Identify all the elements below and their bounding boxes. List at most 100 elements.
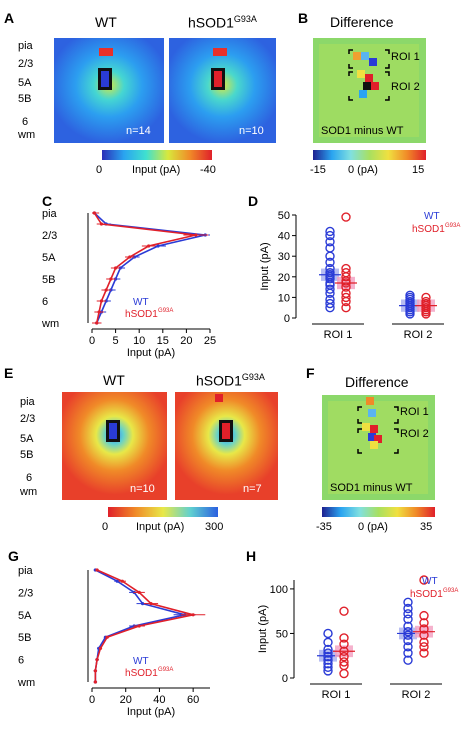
data-point [109, 277, 113, 281]
data-point [339, 651, 349, 662]
panel-label-h: H [246, 548, 257, 564]
legend-mut-sup: G93A [445, 223, 460, 229]
data-point [104, 288, 108, 292]
group-label: ROI 1 [324, 329, 353, 341]
data-point [341, 263, 351, 274]
panel-a-wt-heatmap: n=14 [54, 38, 164, 143]
panel-e-mut-n: n=7 [243, 483, 262, 495]
panel-e-wt-n: n=10 [130, 483, 155, 495]
data-point [114, 266, 118, 270]
data-point [403, 609, 413, 619]
data-point [339, 633, 349, 643]
legend-wt: WT [133, 297, 149, 308]
layer-label: 6 [22, 116, 29, 128]
data-point [325, 243, 335, 253]
layer-label: wm [18, 129, 36, 141]
panel-a-mut-title: hSOD1G93A [188, 14, 257, 31]
data-point [325, 294, 335, 305]
panel-label-a: A [4, 10, 15, 26]
data-point [339, 606, 349, 616]
y-axis-label: Input (pA) [259, 242, 271, 290]
x-tick-label: 15 [157, 335, 169, 347]
data-point [339, 657, 349, 667]
colorbar-max: 300 [205, 521, 224, 533]
panel-b-caption: SOD1 minus WT [321, 125, 404, 137]
colorbar-min: 0 [102, 521, 109, 533]
legend-mut-sup: G93A [158, 308, 173, 314]
data-point [339, 660, 349, 671]
panel-a-mut-n: n=10 [239, 125, 264, 137]
panel-label-g: G [8, 548, 19, 564]
data-point [405, 290, 415, 301]
data-point [323, 637, 333, 648]
panel-e-colorbar [108, 507, 218, 517]
data-point [341, 288, 351, 298]
data-point [323, 648, 333, 658]
data-point [132, 255, 137, 259]
data-point [419, 575, 429, 585]
y-tick-label: 0 [282, 673, 288, 685]
data-point [323, 662, 333, 673]
group-label: ROI 2 [404, 329, 433, 341]
data-point [325, 263, 335, 274]
data-point [419, 618, 429, 628]
data-point [99, 299, 104, 303]
y-tick-label: 40 [278, 231, 290, 243]
y-tick-label: wm [41, 318, 59, 330]
y-tick-label: 10 [278, 292, 290, 304]
colorbar-mid: 0 (pA) [348, 164, 378, 176]
data-point [99, 222, 104, 226]
legend-mut: hSOD1 [410, 589, 443, 600]
data-point [419, 637, 429, 648]
colorbar-unit: Input (pA) [132, 164, 181, 176]
colorbar-min: -35 [316, 521, 332, 533]
data-point [97, 310, 101, 314]
data-point [137, 590, 141, 594]
data-point [147, 244, 151, 248]
panel-e-wt-heatmap: n=10 [62, 392, 167, 500]
legend-wt: WT [133, 656, 149, 667]
data-point [341, 282, 351, 292]
legend-mut-sup: G93A [158, 667, 173, 673]
panel-label-c: C [42, 193, 53, 209]
x-tick-label: 10 [133, 335, 145, 347]
legend-wt: WT [422, 576, 438, 587]
panel-label-d: D [248, 193, 259, 209]
data-point [128, 255, 132, 259]
data-point [325, 257, 335, 268]
panel-d-roi-chart: 0 10 20 30 40 50 Input (pA) ROI 1 ROI 2 WT hSOD1 G9… [259, 210, 460, 341]
y-tick-label: 5A [18, 610, 32, 622]
data-point [92, 211, 96, 215]
data-point [149, 602, 153, 606]
colorbar-max: 35 [420, 521, 433, 533]
data-point [140, 602, 145, 606]
roi2-label: ROI 2 [391, 81, 420, 93]
colorbar-max: 15 [412, 164, 425, 176]
layer-label: wm [20, 486, 38, 498]
data-point [323, 644, 333, 655]
data-point [95, 658, 99, 662]
roi1-label: ROI 1 [400, 406, 429, 418]
x-axis-label: Input (pA) [127, 706, 175, 718]
colorbar-min: 0 [96, 164, 103, 176]
y-tick-label: pia [42, 208, 58, 220]
data-point [325, 237, 335, 247]
layer-label: 5A [20, 433, 34, 445]
data-point [323, 628, 333, 639]
data-point [93, 669, 97, 673]
data-point [403, 603, 413, 614]
y-tick-label: 6 [18, 655, 24, 667]
data-point [341, 267, 351, 278]
data-point [421, 292, 431, 303]
data-point [403, 642, 413, 652]
roi1-label: ROI 1 [391, 51, 420, 63]
colorbar-mid: 0 (pA) [358, 521, 388, 533]
x-tick-label: 0 [89, 335, 95, 347]
y-tick-label: 50 [276, 628, 288, 640]
panel-a-mut-heatmap: n=10 [169, 38, 276, 143]
panel-a-colorbar [102, 150, 212, 160]
data-point [339, 668, 349, 679]
data-point [325, 226, 335, 237]
group-label: ROI 2 [402, 689, 431, 701]
